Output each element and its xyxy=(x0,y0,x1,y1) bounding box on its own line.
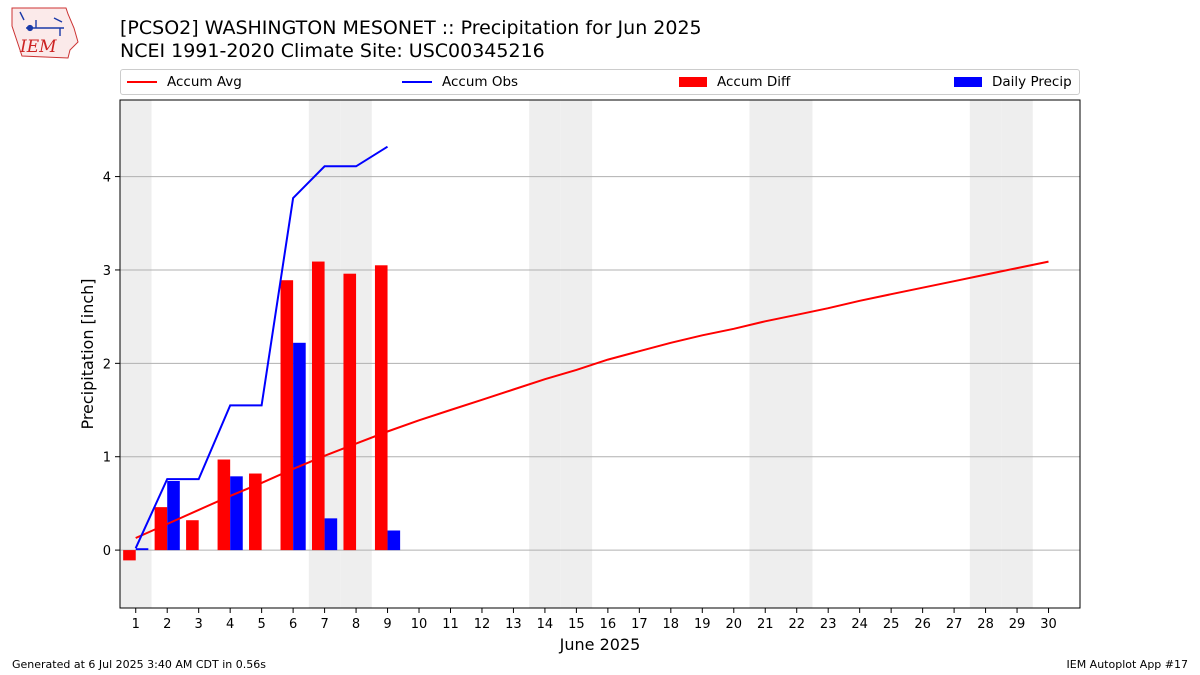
logo-text: IEM xyxy=(19,37,57,57)
accum-diff-bar xyxy=(249,473,262,551)
x-tick-label: 5 xyxy=(257,617,265,632)
y-axis-label: Precipitation [inch] xyxy=(78,278,97,429)
x-tick-label: 24 xyxy=(851,617,868,632)
x-axis-label: June 2025 xyxy=(559,635,641,654)
x-tick-label: 8 xyxy=(352,617,360,632)
weekend-shade xyxy=(969,100,1002,608)
y-tick-label: 3 xyxy=(103,264,111,279)
legend-label-accum-avg: Accum Avg xyxy=(167,74,242,90)
x-tick-label: 28 xyxy=(977,617,994,632)
accum-avg-line xyxy=(135,260,1049,539)
legend-item-accum-obs: Accum Obs xyxy=(402,70,518,94)
accum-diff-bar xyxy=(312,261,325,551)
x-tick-label: 18 xyxy=(663,617,680,632)
x-tick-label: 26 xyxy=(914,617,931,632)
x-tick-label: 15 xyxy=(568,617,585,632)
x-tick-label: 3 xyxy=(195,617,203,632)
chart-subtitle: NCEI 1991-2020 Climate Site: USC00345216 xyxy=(120,40,545,62)
x-tick-label: 21 xyxy=(757,617,774,632)
legend-swatch-accum-avg xyxy=(127,81,157,83)
x-tick-label: 11 xyxy=(442,617,459,632)
daily-precip-bar xyxy=(135,548,149,551)
x-tick-label: 2 xyxy=(163,617,171,632)
accum-diff-bar xyxy=(343,273,357,551)
x-tick-label: 17 xyxy=(631,617,648,632)
legend-label-daily-precip: Daily Precip xyxy=(992,74,1072,90)
daily-precip-bar xyxy=(167,481,180,551)
legend-item-accum-avg: Accum Avg xyxy=(127,70,242,94)
x-tick-label: 27 xyxy=(946,617,963,632)
accum-diff-bar xyxy=(186,520,199,551)
x-tick-label: 6 xyxy=(289,617,297,632)
chart-legend: Accum Avg Accum Obs Accum Diff Daily Pre… xyxy=(120,69,1080,95)
daily-precip-bar xyxy=(230,476,243,551)
x-tick-label: 10 xyxy=(411,617,428,632)
accum-obs-line xyxy=(134,145,389,549)
x-tick-label: 25 xyxy=(883,617,900,632)
y-tick-label: 4 xyxy=(103,171,111,186)
plot-frame xyxy=(119,99,1081,609)
legend-item-daily-precip: Daily Precip xyxy=(954,70,1072,94)
daily-precip-bar xyxy=(324,518,338,551)
x-tick-label: 14 xyxy=(537,617,554,632)
legend-swatch-daily-precip xyxy=(954,77,982,87)
x-tick-label: 22 xyxy=(788,617,805,632)
accum-diff-bar xyxy=(374,265,388,551)
accum-diff-bar xyxy=(123,550,136,561)
x-tick-label: 20 xyxy=(725,617,742,632)
x-tick-label: 29 xyxy=(1009,617,1026,632)
weekend-shade xyxy=(749,100,781,608)
x-tick-label: 16 xyxy=(600,617,617,632)
x-tick-label: 12 xyxy=(474,617,491,632)
x-tick-label: 30 xyxy=(1040,617,1057,632)
legend-label-accum-diff: Accum Diff xyxy=(717,74,791,90)
x-tick-label: 23 xyxy=(820,617,837,632)
x-tick-label: 7 xyxy=(320,617,328,632)
weekend-shade xyxy=(560,100,593,608)
y-tick-label: 0 xyxy=(103,544,111,559)
weekend-shade xyxy=(780,100,813,608)
weekend-shade xyxy=(1001,100,1033,608)
accum-diff-bar xyxy=(154,507,168,551)
daily-precip-bar xyxy=(387,530,401,551)
legend-swatch-accum-obs xyxy=(402,81,432,83)
autoplot-app-label: IEM Autoplot App #17 xyxy=(1066,658,1189,671)
chart-title: [PCSO2] WASHINGTON MESONET :: Precipitat… xyxy=(120,17,702,39)
x-tick-label: 9 xyxy=(383,617,391,632)
accum-diff-bar xyxy=(280,280,294,551)
legend-swatch-accum-diff xyxy=(679,77,707,87)
weekend-shade xyxy=(529,100,561,608)
y-tick-label: 2 xyxy=(103,357,111,372)
x-tick-label: 4 xyxy=(226,617,234,632)
accum-diff-bar xyxy=(217,459,231,551)
daily-precip-bar xyxy=(293,342,306,551)
x-tick-label: 1 xyxy=(132,617,140,632)
x-tick-label: 13 xyxy=(505,617,522,632)
x-tick-label: 19 xyxy=(694,617,711,632)
iem-logo: IEM xyxy=(11,7,79,59)
legend-label-accum-obs: Accum Obs xyxy=(442,74,519,90)
y-tick-label: 1 xyxy=(103,451,111,466)
legend-item-accum-diff: Accum Diff xyxy=(679,70,790,94)
generated-timestamp: Generated at 6 Jul 2025 3:40 AM CDT in 0… xyxy=(12,658,266,671)
